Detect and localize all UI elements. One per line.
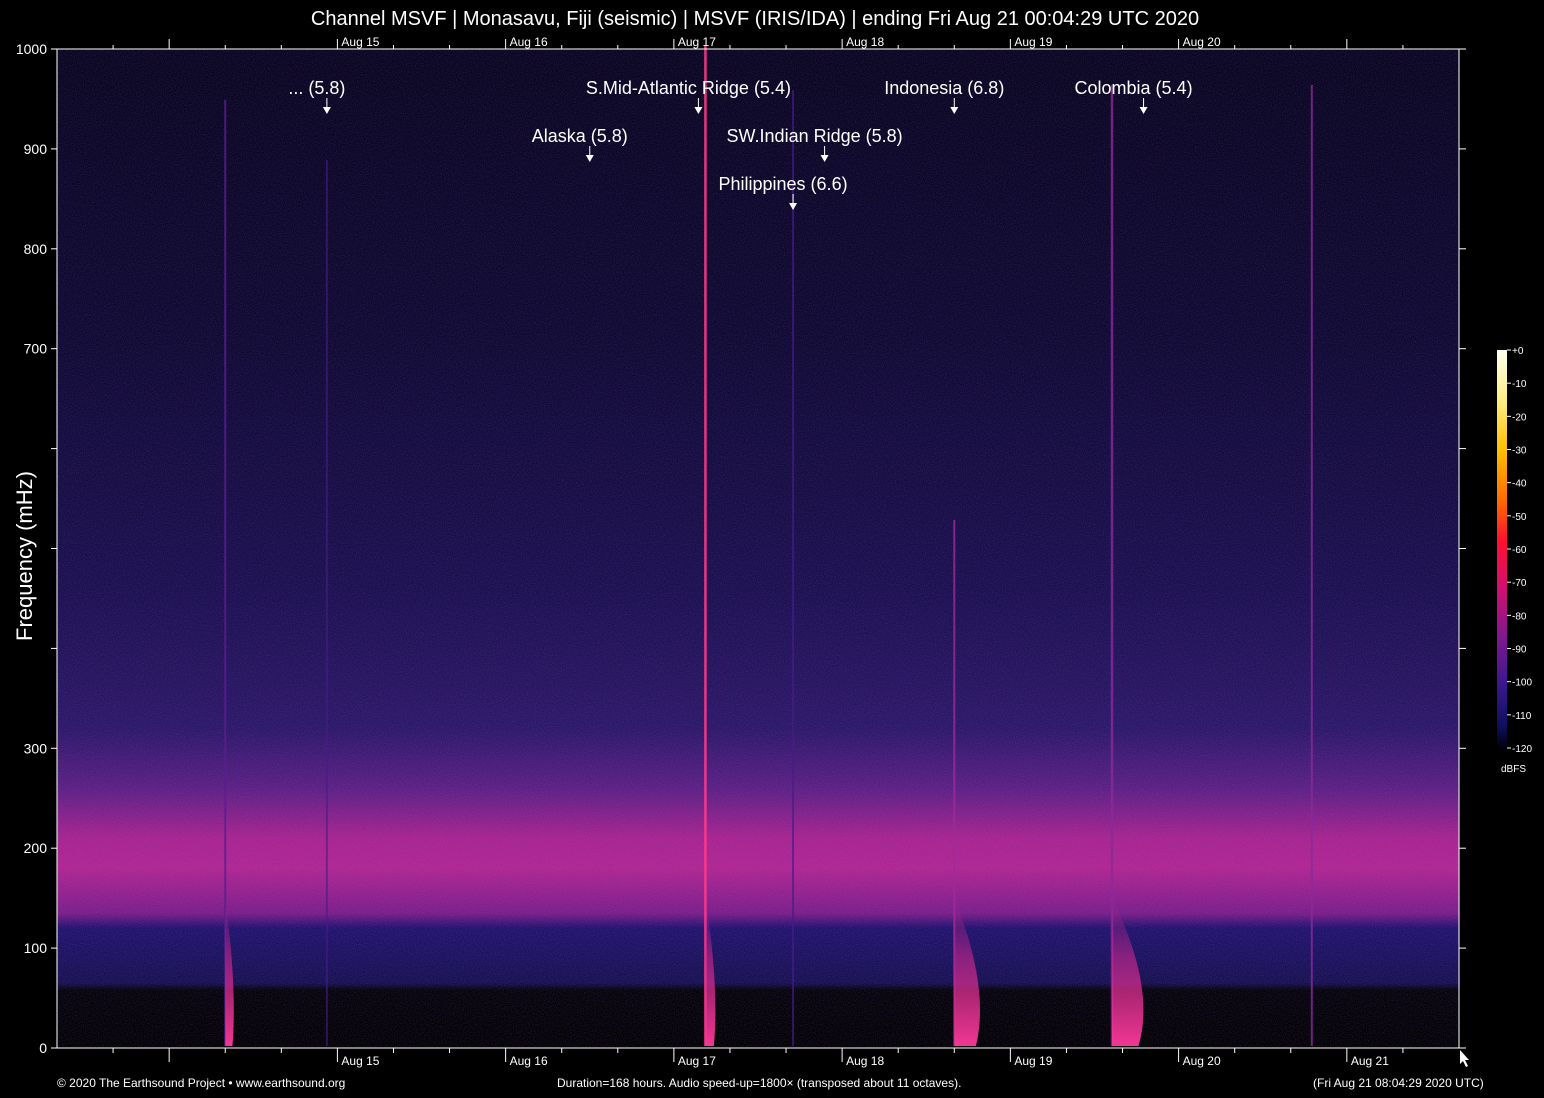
colorbar-tick-label: -90 [1512,645,1527,656]
chart-title: Channel MSVF | Monasavu, Fiji (seismic) … [310,8,1200,30]
x-top-tick-label: Aug 17 [678,35,716,49]
y-axis: 0 100 200 300 700 800 900 1000 [16,41,1466,1056]
x-tick-label: Aug 20 [1183,1054,1221,1068]
y-axis-label: Frequency (mHz) [12,471,37,641]
footer-duration: Duration=168 hours. Audio speed-up=1800×… [557,1076,962,1090]
colorbar-tick-label: -100 [1512,678,1532,689]
event-burst [1112,898,1144,1046]
x-tick-label: Aug 16 [510,1054,548,1068]
event-annotation: Indonesia (6.8) [884,78,1004,114]
y-tick-label: 200 [24,840,48,856]
colorbar-tick-label: +0 [1512,346,1524,357]
event-streaks [224,45,1313,1046]
event-label: S.Mid-Atlantic Ridge (5.4) [586,78,791,98]
y-tick-label: 800 [24,241,48,257]
x-tick-label: Aug 18 [846,1054,884,1068]
colorbar-tick-label: -30 [1512,446,1527,457]
event-label: Alaska (5.8) [532,126,628,146]
event-annotation: Colombia (5.4) [1075,78,1193,114]
colorbar-tick-label: -10 [1512,379,1527,390]
down-arrow-icon [694,107,703,114]
colorbar-tick-label: -120 [1512,744,1532,755]
event-label: ... (5.8) [288,78,345,98]
x-top-tick-label: Aug 18 [846,35,884,49]
y-tick-label: 0 [39,1040,47,1056]
event-label: SW.Indian Ridge (5.8) [727,126,903,146]
event-burst [225,898,234,1046]
x-tick-label: Aug 21 [1351,1054,1389,1068]
spectrogram-noise [57,49,1459,1048]
event-annotations: ... (5.8) Alaska (5.8) S.Mid-Atlantic Ridg… [288,78,1193,210]
down-arrow-icon [322,107,331,114]
y-tick-label: 700 [24,341,48,357]
y-tick-label: 300 [24,740,48,756]
event-label: Philippines (6.6) [719,174,848,194]
x-top-tick-label: Aug 20 [1183,35,1221,49]
colorbar [1497,350,1507,748]
colorbar-tick-label: -70 [1512,578,1527,589]
event-label: Indonesia (6.8) [884,78,1004,98]
down-arrow-icon [789,203,798,210]
x-tick-label: Aug 17 [678,1054,716,1068]
x-top-tick-label: Aug 15 [341,35,379,49]
cursor-arrow-icon [1460,1050,1469,1067]
y-tick-label: 900 [24,141,48,157]
event-label: Colombia (5.4) [1075,78,1193,98]
x-top-tick-label: Aug 19 [1014,35,1052,49]
event-annotation: Philippines (6.6) [719,174,848,210]
colorbar-tick-label: -80 [1512,611,1527,622]
event-burst [705,898,716,1046]
footer-timestamp: (Fri Aug 21 08:04:29 2020 UTC) [1313,1076,1484,1090]
colorbar-tick-label: -40 [1512,479,1527,490]
footer-copyright: © 2020 The Earthsound Project • www.eart… [57,1076,346,1090]
event-annotation: SW.Indian Ridge (5.8) [727,126,903,162]
down-arrow-icon [820,155,829,162]
colorbar-label: dBFS [1501,764,1526,775]
down-arrow-icon [585,155,594,162]
colorbar-tick-label: -110 [1512,711,1532,722]
colorbar-tick-label: -20 [1512,412,1527,423]
x-tick-label: Aug 19 [1014,1054,1052,1068]
event-annotation: S.Mid-Atlantic Ridge (5.4) [586,78,791,114]
y-tick-label: 100 [24,940,48,956]
colorbar-tick-label: -60 [1512,545,1527,556]
x-tick-label: Aug 15 [341,1054,379,1068]
colorbar-tick-label: -50 [1512,512,1527,523]
colorbar-ticks: +0 -10 -20 -30 -40 -50 -60 -70 -80 -90 -100 -110 -12… [1507,346,1532,755]
event-annotation: ... (5.8) [288,78,345,114]
x-axis-top: Aug 15 Aug 16 Aug 17 Aug 18 Aug 19 Aug 20 [112,35,1404,49]
down-arrow-icon [950,107,959,114]
event-annotation: Alaska (5.8) [532,126,628,162]
x-top-tick-label: Aug 16 [510,35,548,49]
x-axis: Aug 15 Aug 16 Aug 17 Aug 18 Aug 19 Aug 20 Aug … [112,1048,1404,1068]
y-tick-label: 1000 [16,41,47,57]
event-burst [954,898,980,1046]
down-arrow-icon [1139,107,1148,114]
